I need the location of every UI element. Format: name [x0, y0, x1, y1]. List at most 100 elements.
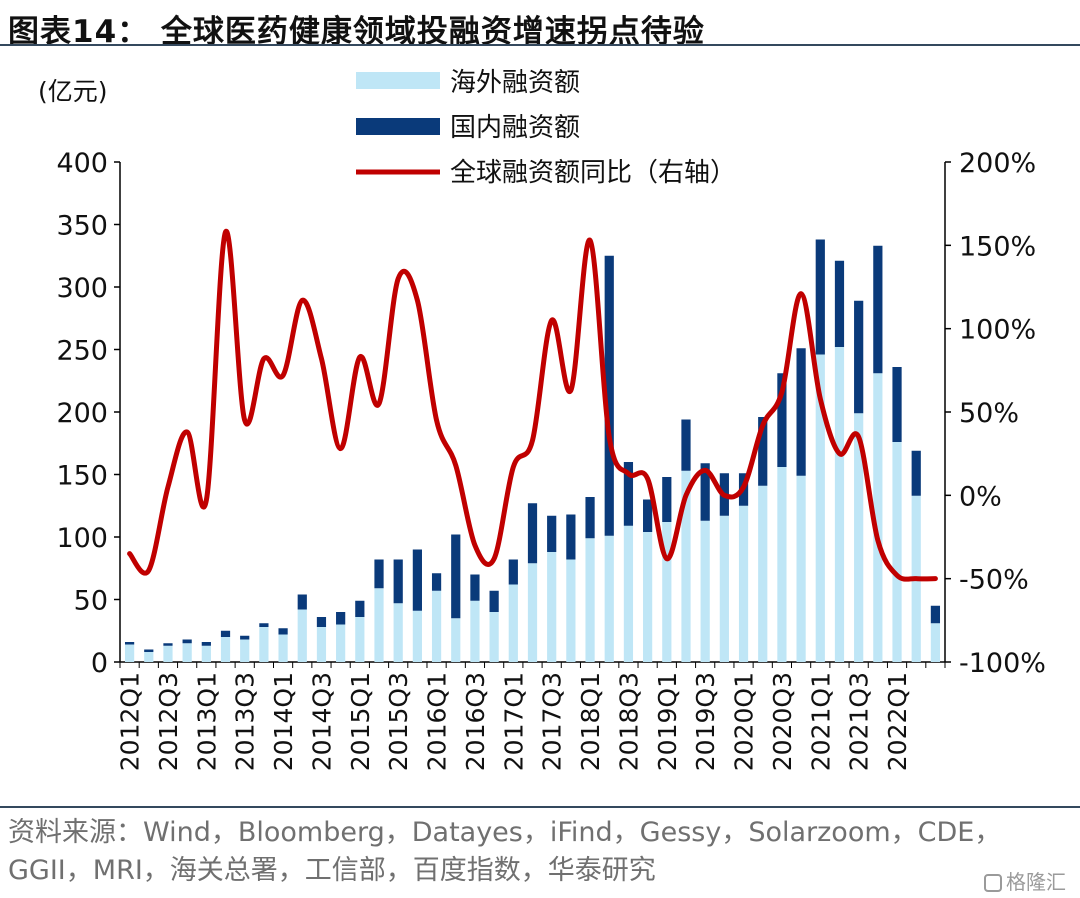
legend-swatch-overseas — [356, 72, 440, 89]
x-tick-label: 2015Q3 — [384, 672, 413, 771]
bar-domestic — [374, 559, 384, 589]
bar-overseas — [470, 600, 480, 662]
bar-overseas — [873, 373, 883, 662]
y-tick-label: 100 — [56, 523, 108, 554]
x-tick-label: 2021Q1 — [806, 672, 835, 771]
y-tick-label: 0 — [91, 648, 108, 679]
bar-overseas — [738, 505, 749, 662]
x-tick-label: 2016Q3 — [461, 672, 490, 771]
legend-label-domestic: 国内融资额 — [450, 113, 580, 143]
y-tick-label: 400 — [56, 148, 108, 179]
bar-domestic — [182, 639, 192, 644]
y2-tick-label: 200% — [959, 148, 1036, 179]
bar-domestic — [451, 534, 461, 619]
bar-overseas — [758, 485, 768, 662]
bar-domestic — [297, 594, 307, 610]
bar-overseas — [182, 643, 192, 662]
bar-overseas — [240, 639, 250, 662]
bar-domestic — [834, 260, 845, 347]
y-tick-label: 150 — [56, 461, 108, 492]
bar-overseas — [700, 520, 710, 662]
bar-domestic — [470, 574, 480, 601]
y2-tick-label: 100% — [959, 315, 1036, 346]
bar-overseas — [719, 515, 729, 662]
bar-domestic — [201, 642, 211, 646]
bar-domestic — [700, 463, 710, 521]
x-tick-label: 2018Q1 — [576, 672, 605, 771]
x-tick-label: 2013Q3 — [231, 672, 260, 771]
x-tick-label: 2017Q3 — [538, 672, 567, 771]
bar-domestic — [547, 515, 557, 552]
y2-tick-label: 150% — [959, 231, 1036, 262]
y2-tick-label: -50% — [959, 565, 1029, 596]
y-tick-label: 350 — [56, 211, 108, 242]
y2-tick-label: -100% — [959, 648, 1046, 679]
bar-overseas — [336, 624, 346, 662]
x-tick-label: 2019Q1 — [653, 672, 682, 771]
bar-domestic — [240, 635, 250, 640]
y-tick-label: 250 — [56, 336, 108, 367]
bar-domestic — [489, 590, 499, 612]
bar-domestic — [336, 612, 346, 625]
bar-domestic — [758, 417, 768, 486]
bar-overseas — [777, 467, 787, 662]
bar-overseas — [930, 623, 941, 662]
bar-overseas — [144, 652, 154, 662]
bar-overseas — [393, 603, 403, 662]
bar-overseas — [681, 470, 691, 662]
bar-overseas — [259, 627, 269, 662]
y-unit-label: (亿元) — [38, 77, 108, 106]
x-tick-label: 2022Q1 — [883, 672, 912, 771]
bar-domestic — [604, 255, 614, 536]
bar-overseas — [508, 584, 518, 662]
bar-overseas — [815, 354, 825, 662]
x-tick-label: 2012Q1 — [116, 672, 145, 771]
bar-domestic — [681, 419, 691, 471]
x-tick-label: 2014Q3 — [307, 672, 336, 771]
bar-domestic — [873, 245, 883, 374]
x-tick-label: 2014Q1 — [269, 672, 298, 771]
bar-overseas — [374, 588, 384, 662]
title-divider — [0, 44, 1080, 46]
bar-domestic — [316, 617, 327, 627]
bar-overseas — [623, 525, 634, 662]
bar-overseas — [316, 627, 327, 662]
watermark-text: 格隆汇 — [1006, 870, 1066, 894]
x-tick-label: 2012Q3 — [154, 672, 183, 771]
x-tick-label: 2015Q1 — [346, 672, 375, 771]
bar-overseas — [585, 538, 595, 662]
bar-overseas — [892, 442, 902, 662]
bar-overseas — [854, 413, 864, 662]
x-tick-label: 2017Q1 — [499, 672, 528, 771]
bar-overseas — [297, 609, 307, 662]
y-tick-label: 50 — [74, 586, 108, 617]
x-tick-label: 2021Q3 — [845, 672, 874, 771]
bar-domestic — [412, 549, 422, 611]
bar-domestic — [259, 623, 269, 627]
bar-overseas — [278, 634, 288, 662]
x-tick-label: 2019Q3 — [691, 672, 720, 771]
bar-domestic — [163, 643, 173, 646]
bar-domestic — [527, 503, 538, 564]
bar-domestic — [777, 373, 787, 467]
bar-overseas — [547, 552, 557, 662]
bar-overseas — [489, 612, 499, 662]
watermark: 格隆汇 — [984, 866, 1066, 895]
line-yoy-growth — [127, 229, 938, 582]
bar-overseas — [431, 590, 442, 662]
bar-domestic — [220, 630, 231, 637]
bar-overseas — [834, 347, 845, 662]
legend-label-yoy: 全球融资额同比（右轴） — [450, 158, 736, 188]
bar-overseas — [604, 535, 614, 662]
y-tick-label: 300 — [56, 273, 108, 304]
bar-domestic — [892, 367, 902, 442]
x-tick-label: 2013Q1 — [192, 672, 221, 771]
bar-domestic — [278, 628, 288, 635]
bar-overseas — [124, 644, 135, 662]
bar-domestic — [355, 600, 365, 617]
bar-domestic — [662, 477, 672, 522]
bar-overseas — [796, 475, 806, 662]
bar-domestic — [854, 300, 864, 414]
bar-domestic — [144, 649, 154, 652]
x-tick-label: 2016Q1 — [423, 672, 452, 771]
